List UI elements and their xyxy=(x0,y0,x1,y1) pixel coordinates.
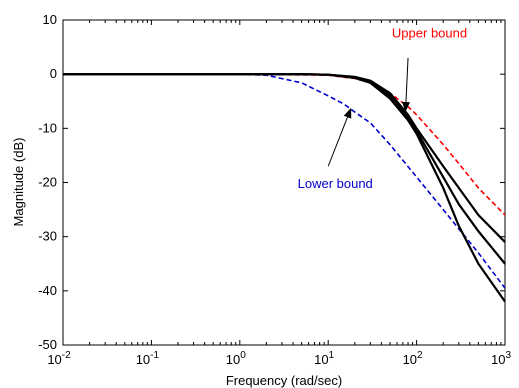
x-tick-label: 10-2 xyxy=(47,350,71,367)
annotation-arrow-1 xyxy=(401,57,410,112)
y-tick-label: -40 xyxy=(38,283,57,298)
series-line-5 xyxy=(63,73,506,303)
y-tick-label: -20 xyxy=(38,175,57,190)
x-axis-label: Frequency (rad/sec) xyxy=(226,373,342,388)
annotation-layer: Upper bound Lower bound xyxy=(298,26,467,192)
y-tick-label: 10 xyxy=(43,12,57,27)
y-tick-label: -30 xyxy=(38,229,57,244)
x-tick-label: 101 xyxy=(314,350,334,367)
x-tick-label: 100 xyxy=(226,350,246,367)
annotation-label-1: Upper bound xyxy=(392,26,467,41)
annotation-label-2: Lower bound xyxy=(298,176,373,191)
x-tick-label: 103 xyxy=(491,350,511,367)
y-axis-label: Magnitude (dB) xyxy=(11,138,26,227)
y-tick-label: 0 xyxy=(50,66,57,81)
x-tick-label: 102 xyxy=(403,350,423,367)
plot-area xyxy=(62,19,506,346)
y-tick-label: -10 xyxy=(38,120,57,135)
y-tick-label: -50 xyxy=(38,337,57,352)
annotation-arrow-2 xyxy=(327,107,352,167)
series-layer xyxy=(63,73,506,303)
x-tick-label: 10-1 xyxy=(136,350,160,367)
